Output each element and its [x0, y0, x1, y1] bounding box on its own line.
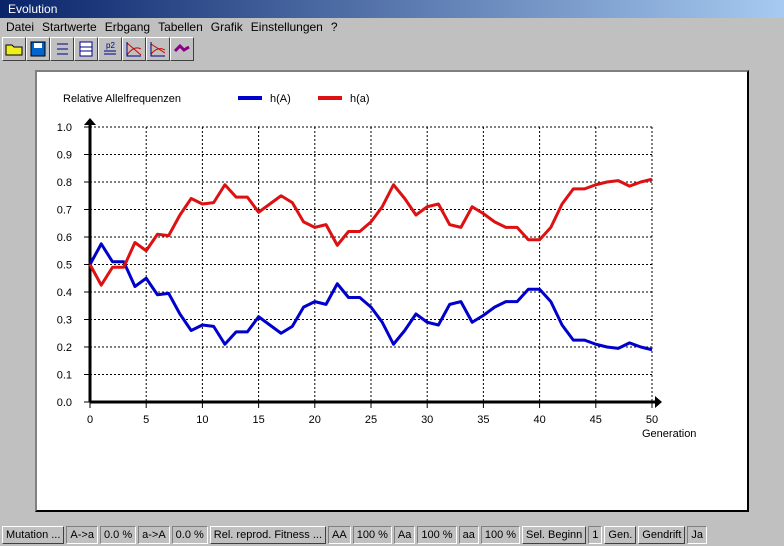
- title-bar: Evolution: [0, 0, 784, 18]
- curves-graph-2-icon: [150, 42, 166, 57]
- toolbar: p2: [2, 37, 194, 61]
- menu-einstellungen[interactable]: Einstellungen: [250, 20, 323, 34]
- series-line-h(A): [88, 242, 653, 352]
- window-title: Evolution: [8, 2, 58, 16]
- status-button[interactable]: Rel. reprod. Fitness ...: [209, 526, 327, 544]
- status-field[interactable]: 0.0 %: [171, 526, 208, 544]
- y-axis-arrow: [84, 118, 96, 125]
- x-tick-label: 30: [421, 414, 433, 426]
- status-field[interactable]: 100 %: [417, 526, 457, 544]
- status-field[interactable]: 1: [588, 526, 603, 544]
- p2-table-icon: p2: [104, 41, 116, 55]
- y-tick-label: 0.4: [57, 287, 72, 299]
- series-line-h(a): [88, 177, 653, 287]
- status-field[interactable]: Aa: [393, 526, 416, 544]
- x-axis-arrow: [655, 396, 662, 408]
- y-tick-label: 0.0: [57, 397, 72, 409]
- x-tick-label: 20: [309, 414, 321, 426]
- status-field[interactable]: 100 %: [480, 526, 521, 544]
- status-field[interactable]: aa: [458, 526, 479, 544]
- list-icon: [57, 43, 68, 55]
- x-axis-label: Generation: [642, 428, 696, 440]
- status-field[interactable]: Ja: [687, 526, 708, 544]
- menu-datei[interactable]: Datei: [6, 20, 35, 34]
- status-button[interactable]: Sel. Beginn: [522, 526, 587, 544]
- trend-arrow-icon: [173, 43, 190, 53]
- toolbar-button-curves-graph-2[interactable]: [146, 37, 170, 61]
- chart-title: Relative Allelfrequenzen: [63, 93, 181, 105]
- status-field[interactable]: AA: [328, 526, 351, 544]
- status-button[interactable]: Mutation ...: [2, 526, 65, 544]
- chart-panel: 0.0 0.1 0.2 0.3 0.4 0.5 0.6 0.7 0.8 0.9 1.0 0 5 10 15 2…: [35, 70, 749, 512]
- x-tick-label: 25: [365, 414, 377, 426]
- menu-startwerte[interactable]: Startwerte: [42, 20, 97, 34]
- status-field[interactable]: a->A: [138, 526, 170, 544]
- toolbar-button-trend-arrow[interactable]: [170, 37, 194, 61]
- y-tick-label: 0.8: [57, 177, 72, 189]
- status-field[interactable]: 0.0 %: [99, 526, 137, 544]
- table-icon: [79, 41, 93, 57]
- allele-frequency-chart: 0.0 0.1 0.2 0.3 0.4 0.5 0.6 0.7 0.8 0.9 1.0 0 5 10 15 2…: [57, 93, 697, 440]
- status-field[interactable]: 100 %: [352, 526, 392, 544]
- legend-label: h(A): [270, 93, 291, 105]
- toolbar-button-p2-table[interactable]: p2: [98, 37, 122, 61]
- x-tick-label: 5: [143, 414, 149, 426]
- toolbar-button-curves-graph[interactable]: [122, 37, 146, 61]
- toolbar-button-save[interactable]: [26, 37, 50, 61]
- curves-graph-icon: [126, 42, 142, 57]
- x-tick-label: 50: [646, 414, 658, 426]
- save-icon: [30, 41, 46, 57]
- status-button[interactable]: Gen.: [604, 526, 637, 544]
- open-folder-icon: [5, 44, 23, 56]
- legend-label: h(a): [350, 93, 370, 105]
- y-tick-label: 1.0: [57, 122, 72, 134]
- toolbar-button-table[interactable]: [74, 37, 98, 61]
- y-tick-label: 0.1: [57, 370, 72, 382]
- x-tick-label: 10: [196, 414, 208, 426]
- status-field[interactable]: A->a: [66, 526, 98, 544]
- menu-tabellen[interactable]: Tabellen: [158, 20, 203, 34]
- x-tick-label: 40: [533, 414, 545, 426]
- x-tick-label: 15: [252, 414, 264, 426]
- toolbar-button-list[interactable]: [50, 37, 74, 61]
- svg-text:p2: p2: [106, 41, 115, 50]
- menu-grafik[interactable]: Grafik: [210, 20, 243, 34]
- x-tick-label: 45: [590, 414, 602, 426]
- y-tick-label: 0.2: [57, 342, 72, 354]
- status-button[interactable]: Gendrift: [638, 526, 686, 544]
- toolbar-button-open-folder[interactable]: [2, 37, 26, 61]
- menu-bar: Datei Startwerte Erbgang Tabellen Grafik Eins…: [0, 18, 784, 36]
- y-tick-label: 0.7: [57, 205, 72, 217]
- status-bar: Mutation ... A->a 0.0 % a->A 0.0 % Rel. repro…: [0, 526, 784, 546]
- menu-[interactable]: ?: [330, 20, 338, 34]
- y-tick-label: 0.6: [57, 232, 72, 244]
- y-tick-label: 0.9: [57, 150, 72, 162]
- y-tick-label: 0.5: [57, 260, 72, 272]
- y-tick-label: 0.3: [57, 315, 72, 327]
- menu-erbgang[interactable]: Erbgang: [104, 20, 151, 34]
- x-tick-label: 0: [87, 414, 93, 426]
- x-tick-label: 35: [477, 414, 489, 426]
